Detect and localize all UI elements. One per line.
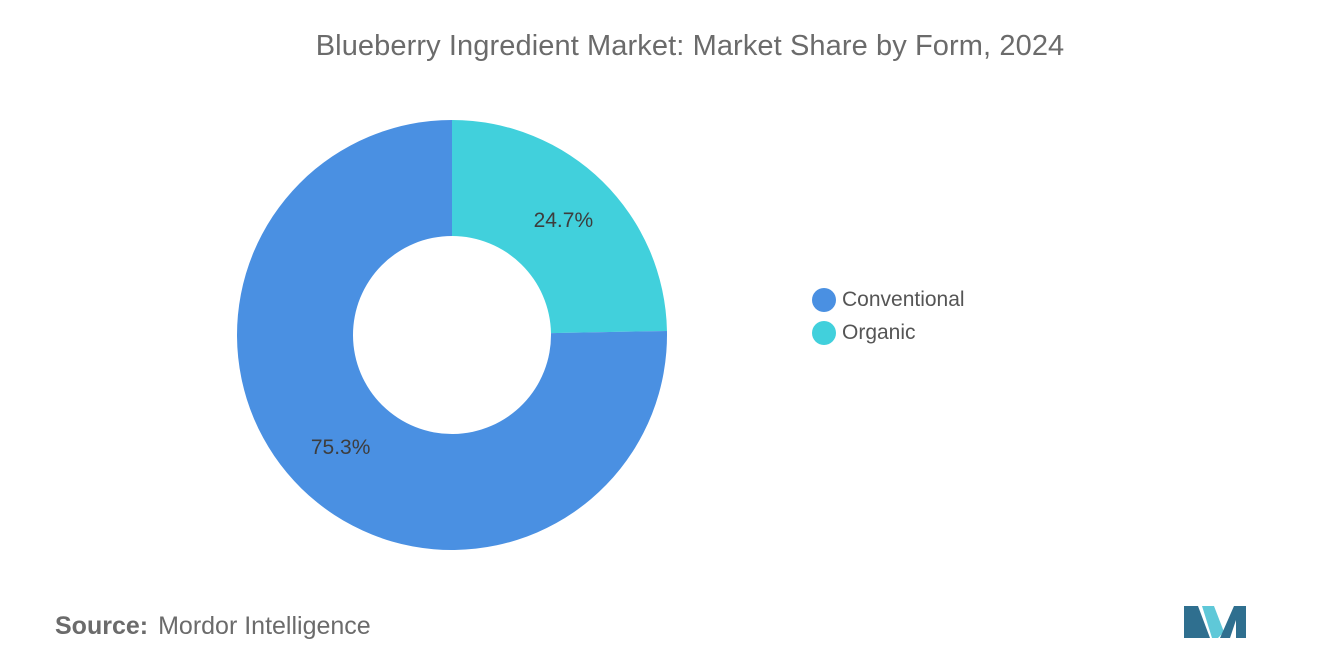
source-note: Source: Mordor Intelligence: [55, 612, 371, 641]
chart-title: Blueberry Ingredient Market: Market Shar…: [315, 30, 1065, 62]
source-key: Source:: [55, 612, 149, 640]
legend-label: Conventional: [842, 287, 965, 311]
legend-item-conventional[interactable]: Conventional: [812, 283, 965, 316]
source-value: Mordor Intelligence: [158, 612, 371, 640]
slice-label-organic: 24.7%: [534, 209, 594, 232]
slice-label-conventional: 75.3%: [311, 436, 371, 459]
legend-item-organic[interactable]: Organic: [812, 316, 965, 349]
slice-conventional[interactable]: [236, 120, 667, 551]
slice-organic[interactable]: [452, 120, 667, 334]
legend-swatch-conventional: [812, 287, 836, 312]
legend-label: Organic: [842, 320, 916, 344]
legend: Conventional Organic: [812, 283, 965, 349]
mordor-logo-icon: [1184, 606, 1246, 638]
legend-swatch-organic: [812, 320, 836, 345]
